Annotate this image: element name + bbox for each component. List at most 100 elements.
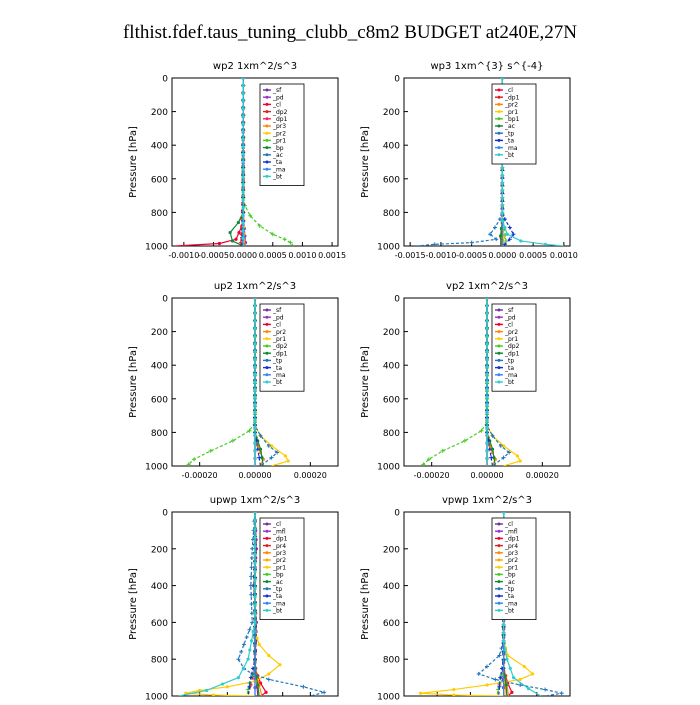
legend-marker (497, 337, 501, 341)
data-point (485, 395, 489, 399)
legend: _cl_mfl_dp1_pr4_pr3_pr2_pr1_bp_ac_tp_ta_… (491, 517, 537, 620)
data-point (522, 664, 526, 669)
data-point (502, 639, 506, 643)
data-point (253, 304, 257, 308)
legend-marker (497, 551, 501, 555)
legend-label: _ma (272, 166, 286, 173)
legend-marker (265, 88, 269, 92)
data-point (253, 365, 257, 369)
legend-label: _pr3 (272, 123, 286, 130)
legend-label: _cl (272, 521, 281, 528)
data-point (258, 433, 263, 438)
data-point (241, 642, 246, 647)
data-point (241, 84, 245, 88)
legend-marker (497, 587, 501, 591)
legend-label: _pr2 (504, 102, 518, 109)
data-point (485, 683, 489, 687)
data-point (256, 683, 260, 687)
legend-marker (265, 330, 269, 334)
series-line-tp (416, 78, 503, 246)
legend-label: _pr2 (504, 557, 518, 564)
data-point (241, 122, 245, 126)
data-point (255, 447, 260, 452)
data-point (253, 578, 257, 582)
data-point (518, 682, 523, 687)
data-point (253, 612, 257, 616)
data-point (267, 653, 271, 658)
data-point (432, 242, 437, 246)
legend-label: _bp (272, 145, 284, 152)
data-point (241, 152, 245, 156)
data-point (462, 438, 467, 443)
series-line-dp2 (422, 298, 488, 466)
data-point (518, 459, 522, 463)
legend-label: _cl (504, 521, 513, 528)
legend-marker (265, 153, 269, 157)
y-tick-label: 0 (162, 75, 168, 85)
series-line-dp2 (188, 298, 256, 466)
data-point (241, 106, 245, 111)
data-point (492, 456, 496, 460)
data-point (510, 690, 514, 694)
legend-marker (265, 536, 269, 540)
data-point (485, 410, 489, 415)
data-point (485, 372, 489, 376)
y-tick-label: 400 (151, 142, 168, 152)
data-point (253, 326, 257, 331)
data-point (419, 691, 423, 695)
legend-label: _dp2 (272, 109, 288, 116)
legend-marker (265, 110, 269, 114)
data-point (476, 671, 481, 676)
y-tick-label: 0 (162, 295, 168, 305)
data-point (230, 438, 235, 443)
data-point (258, 447, 263, 451)
legend-label: _cl (272, 102, 281, 109)
data-point (278, 663, 282, 667)
data-point (253, 569, 257, 574)
data-point (487, 447, 492, 452)
x-tick-label: -0.00020 (182, 471, 218, 480)
legend-label: _bt (504, 152, 515, 159)
data-point (518, 677, 522, 682)
data-point (488, 232, 493, 237)
legend-marker (497, 315, 501, 319)
legend-marker (497, 558, 501, 562)
legend-marker (265, 131, 269, 135)
data-point (498, 675, 503, 680)
legend-label: _pr3 (504, 550, 518, 557)
data-point (485, 449, 489, 453)
y-tick-label: 800 (383, 429, 400, 439)
y-tick-label: 0 (162, 509, 168, 519)
legend-label: _pr4 (504, 543, 518, 550)
series-line-tp (237, 512, 327, 696)
data-point (504, 683, 508, 687)
legend-label: _bp (272, 572, 284, 579)
legend-label: _pr1 (504, 109, 518, 116)
data-point (253, 586, 257, 591)
y-tick-label: 600 (383, 619, 400, 629)
data-point (500, 181, 504, 185)
data-point (249, 611, 254, 616)
data-point (253, 334, 257, 338)
data-point (230, 239, 235, 243)
legend-label: _dp1 (272, 536, 288, 543)
legend-marker (497, 146, 501, 150)
data-point (500, 174, 504, 178)
data-point (452, 693, 456, 696)
x-tick-label: 0.00020 (294, 471, 327, 480)
legend-label: _pr1 (272, 336, 286, 343)
data-point (485, 311, 489, 315)
data-point (515, 454, 520, 458)
y-tick-label: 1000 (377, 243, 400, 253)
data-point (248, 648, 252, 652)
legend-marker (265, 572, 269, 576)
y-tick-label: 1000 (377, 463, 400, 473)
data-point (500, 166, 504, 170)
y-tick-label: 400 (383, 582, 400, 592)
legend: _sf_pd_cl_dp2_dp1_pr3_pr2_pr1_bp_ac_ta_m… (259, 83, 305, 186)
data-point (253, 388, 257, 392)
legend-label: _pr1 (504, 564, 518, 571)
data-point (490, 447, 495, 451)
data-point (485, 349, 489, 354)
y-tick-label: 0 (394, 509, 400, 519)
